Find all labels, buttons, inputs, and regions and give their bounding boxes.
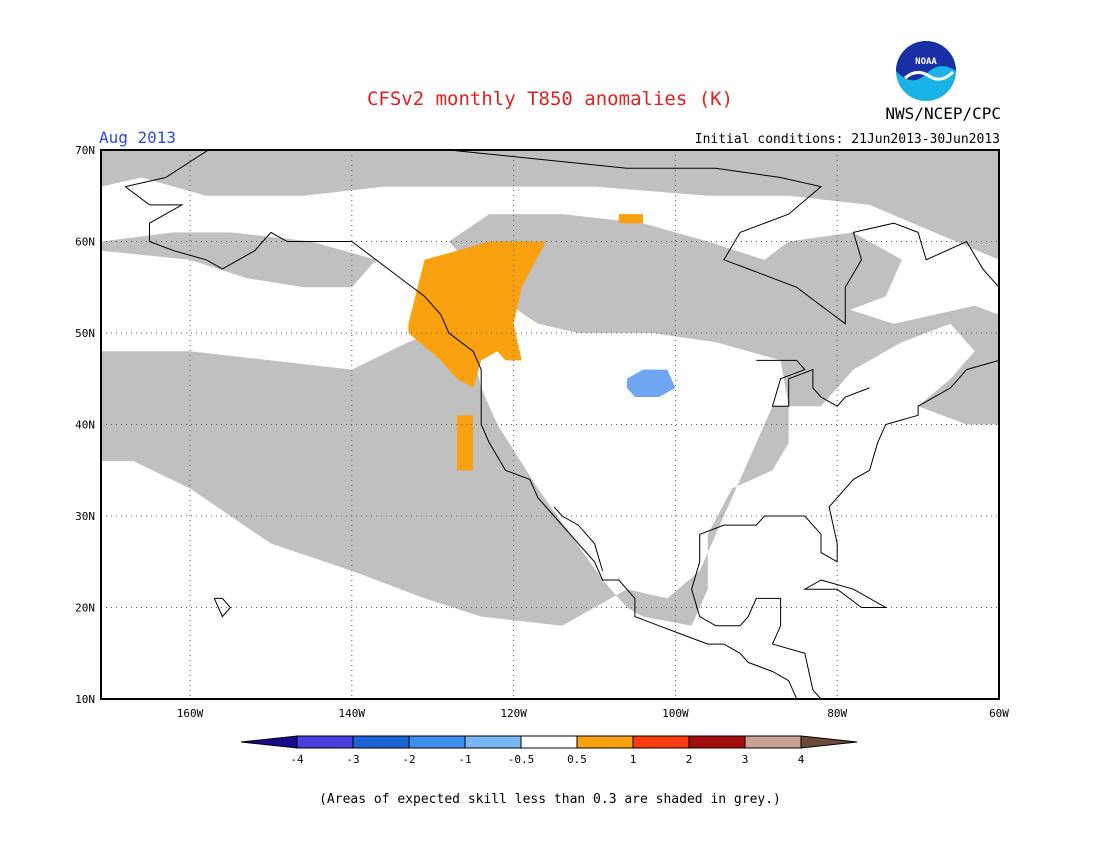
lat-tick-label: 20N — [75, 602, 95, 615]
lat-tick-label: 30N — [75, 510, 95, 523]
colorbar-tick-label: 4 — [798, 753, 805, 766]
colorbar-low-arrow — [240, 735, 298, 749]
colorbar: -4 -3 -2 -1 -0.5 0.5 1 2 3 4 — [240, 735, 858, 766]
lon-tick-label: 120W — [500, 707, 527, 720]
colorbar-high-arrow — [800, 735, 858, 749]
coastline — [691, 359, 999, 699]
lon-tick-label: 60W — [989, 707, 1009, 720]
colorbar-tick-label: -0.5 — [508, 753, 535, 766]
low-skill-arctic — [101, 150, 999, 260]
agency-label: NWS/NCEP/CPC — [885, 104, 1001, 123]
colorbar-segment — [352, 735, 410, 749]
colorbar-segment — [408, 735, 466, 749]
skill-footnote: (Areas of expected skill less than 0.3 a… — [319, 792, 781, 807]
colorbar-segment — [576, 735, 634, 749]
map-frame — [100, 149, 1000, 700]
low-skill-pacific — [101, 214, 999, 626]
colorbar-tick-label: -1 — [458, 753, 471, 766]
lat-tick-label: 60N — [75, 236, 95, 249]
colorbar-tick-label: 3 — [742, 753, 749, 766]
lon-tick-label: 140W — [339, 707, 366, 720]
noaa-logo-icon: NOAA — [896, 41, 956, 101]
initial-conditions-label: Initial conditions: 21Jun2013-30Jun2013 — [694, 132, 1000, 147]
colorbar-tick-label: 1 — [630, 753, 637, 766]
colorbar-segment — [520, 735, 578, 749]
coastline — [756, 359, 870, 407]
colorbar-segment — [296, 735, 354, 749]
colorbar-tick-label: -3 — [346, 753, 359, 766]
cool-anomaly-dakotas — [626, 369, 676, 397]
colorbar-segment — [744, 735, 802, 749]
coastline — [125, 150, 999, 325]
colorbar-tick-label: -4 — [290, 753, 304, 766]
colorbar-tick-label: 2 — [686, 753, 693, 766]
colorbar-tick-label: -2 — [402, 753, 415, 766]
axis-tick-labels: 70N 60N 50N 40N 30N 20N 10N 160W 140W 120W 100W 80W… — [75, 144, 1009, 720]
anomaly-regions — [101, 150, 999, 626]
lon-tick-label: 80W — [827, 707, 847, 720]
chart-title: CFSv2 monthly T850 anomalies (K) — [366, 88, 734, 110]
warm-anomaly-california — [457, 415, 474, 471]
colorbar-segment — [632, 735, 690, 749]
warm-anomaly-northwest — [408, 241, 546, 388]
coastline — [124, 186, 798, 699]
colorbar-segment — [464, 735, 522, 749]
colorbar-segment — [688, 735, 746, 749]
coastline — [553, 506, 604, 572]
lat-tick-label: 70N — [75, 144, 95, 157]
coastlines — [124, 150, 999, 699]
warm-anomaly-hudson — [618, 214, 643, 224]
noaa-logo-text: NOAA — [915, 57, 937, 67]
lat-tick-label: 10N — [75, 693, 95, 706]
colorbar-tick-label: 0.5 — [567, 753, 587, 766]
coastline — [802, 579, 888, 608]
lon-tick-label: 100W — [662, 707, 689, 720]
low-skill-hudson — [740, 232, 902, 315]
lon-tick-label: 160W — [177, 707, 204, 720]
coastline — [213, 597, 232, 618]
lat-tick-label: 50N — [75, 327, 95, 340]
target-month-label: Aug 2013 — [99, 128, 177, 147]
lat-tick-label: 40N — [75, 419, 95, 432]
